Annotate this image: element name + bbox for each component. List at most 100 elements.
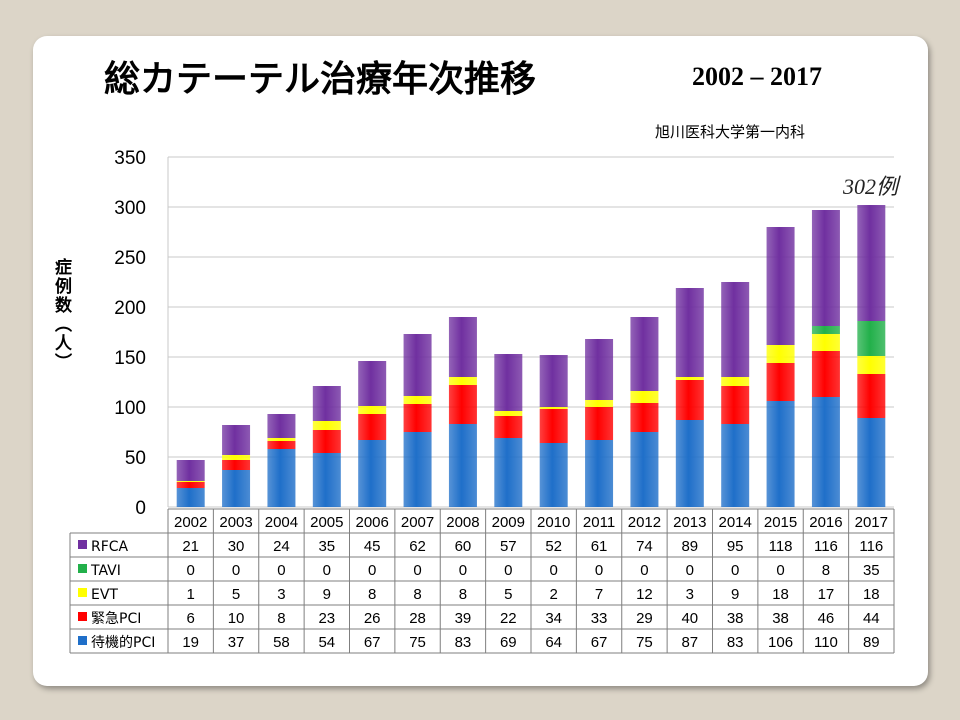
bar-segment	[449, 317, 477, 377]
bar-segment	[222, 425, 250, 455]
x-tick-label: 2017	[855, 514, 888, 531]
bar-segment	[313, 430, 341, 453]
bar-segment	[857, 205, 885, 321]
data-label: 29	[636, 610, 653, 627]
legend-swatch	[78, 612, 87, 621]
data-label: 8	[413, 586, 421, 603]
bar-segment	[404, 396, 432, 404]
bar-segment	[404, 334, 432, 396]
data-label: 30	[228, 538, 245, 555]
legend-swatch	[78, 540, 87, 549]
data-label: 116	[814, 538, 838, 555]
stacked-bar-chart: 050100150200250300350 2002 2003 2004 2005 20…	[0, 0, 960, 720]
data-label: 12	[636, 586, 653, 603]
bar-segment	[585, 339, 613, 400]
data-label: 21	[182, 538, 199, 555]
bar-segment	[540, 355, 568, 407]
x-tick-label: 2003	[219, 514, 252, 531]
data-label: 58	[273, 634, 290, 651]
bar-segment	[222, 460, 250, 470]
bar-segment	[267, 441, 295, 449]
data-label: 62	[409, 538, 426, 555]
bar-segment	[857, 356, 885, 374]
legend-label: RFCA	[91, 539, 129, 555]
legend-label: 待機的PCI	[91, 635, 155, 651]
data-label: 18	[863, 586, 880, 603]
bar-segment	[177, 488, 205, 507]
bar-segment	[449, 385, 477, 424]
data-label: 0	[413, 562, 421, 579]
bar-segment	[358, 361, 386, 406]
x-tick-label: 2014	[719, 514, 752, 531]
bar-segment	[630, 403, 658, 432]
x-tick-label: 2016	[809, 514, 842, 531]
x-tick-label: 2006	[356, 514, 389, 531]
bar-segment	[540, 409, 568, 443]
y-tick-label: 200	[114, 298, 146, 319]
bar-segment	[177, 482, 205, 488]
bar-segment	[585, 400, 613, 407]
data-label: 37	[228, 634, 245, 651]
data-label: 8	[459, 586, 467, 603]
x-tick-label: 2012	[628, 514, 661, 531]
legend-swatch	[78, 564, 87, 573]
data-label: 1	[187, 586, 195, 603]
data-label: 0	[459, 562, 467, 579]
data-label: 0	[731, 562, 739, 579]
data-label: 67	[591, 634, 608, 651]
data-label: 64	[545, 634, 562, 651]
x-tick-label: 2007	[401, 514, 434, 531]
data-label: 0	[504, 562, 512, 579]
data-label: 60	[455, 538, 472, 555]
data-label: 40	[681, 610, 698, 627]
bar-segment	[494, 411, 522, 416]
data-label: 0	[232, 562, 240, 579]
data-label: 54	[318, 634, 335, 651]
bar-segment	[767, 345, 795, 363]
data-label: 5	[232, 586, 240, 603]
bar-segment	[630, 317, 658, 391]
x-tick-label: 2010	[537, 514, 570, 531]
data-label: 74	[636, 538, 653, 555]
data-label: 83	[727, 634, 744, 651]
data-label: 89	[863, 634, 880, 651]
bar-segment	[767, 363, 795, 401]
total-annotation: 302例	[842, 174, 901, 199]
data-label: 10	[228, 610, 245, 627]
data-label: 0	[595, 562, 603, 579]
data-label: 24	[273, 538, 290, 555]
bar-segment	[812, 210, 840, 326]
legend-label: TAVI	[90, 563, 121, 579]
data-label: 23	[318, 610, 335, 627]
y-tick-label: 350	[114, 148, 146, 169]
data-label: 67	[364, 634, 381, 651]
bar-segment	[177, 460, 205, 481]
bar-segment	[676, 420, 704, 507]
data-label: 17	[818, 586, 835, 603]
x-tick-label: 2013	[673, 514, 706, 531]
bar-segment	[585, 440, 613, 507]
bar-segment	[449, 377, 477, 385]
y-tick-label: 100	[114, 398, 146, 419]
data-label: 95	[727, 538, 744, 555]
bar-segment	[585, 407, 613, 440]
bar-segment	[449, 424, 477, 507]
x-tick-label: 2009	[492, 514, 525, 531]
data-label: 0	[277, 562, 285, 579]
bar-segment	[313, 386, 341, 421]
bar-segment	[222, 470, 250, 507]
data-label: 38	[727, 610, 744, 627]
bar-segment	[404, 432, 432, 507]
data-label: 38	[772, 610, 789, 627]
data-label: 118	[769, 538, 793, 555]
bar-segment	[721, 377, 749, 386]
bar-segment	[676, 288, 704, 377]
x-tick-label: 2005	[310, 514, 343, 531]
data-label: 69	[500, 634, 517, 651]
data-label: 28	[409, 610, 426, 627]
data-label: 110	[814, 634, 838, 651]
data-label: 7	[595, 586, 603, 603]
y-tick-label: 250	[114, 248, 146, 269]
legend-label: EVT	[91, 587, 118, 603]
bars	[177, 205, 886, 507]
